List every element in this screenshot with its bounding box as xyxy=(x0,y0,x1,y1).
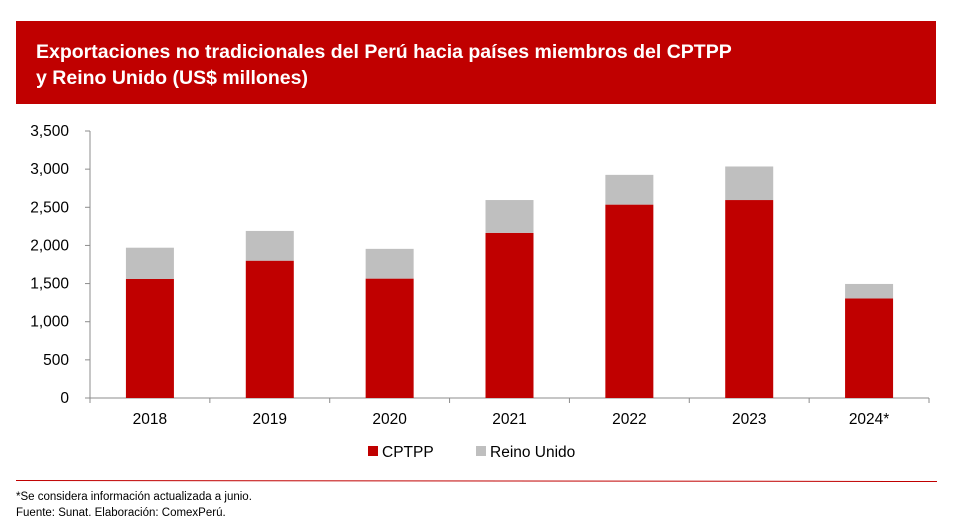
footnote-text: *Se considera información actualizada a … xyxy=(16,491,252,503)
legend-label: CPTPP xyxy=(382,444,434,461)
y-tick-label: 1,000 xyxy=(30,314,69,331)
y-axis: 0 500 1,000 1,500 2,000 2,500 3,000 3,500 xyxy=(30,123,91,407)
bar-reino-unido xyxy=(845,283,894,299)
x-tick-label: 2020 xyxy=(372,411,407,428)
bar-reino-unido xyxy=(245,230,294,261)
bar-reino-unido xyxy=(125,247,174,279)
x-tick-label: 2024* xyxy=(849,411,890,428)
bar-reino-unido xyxy=(605,174,654,205)
chart-title-line-2: y Reino Unido (US$ millones) xyxy=(36,67,308,89)
x-tick-label: 2018 xyxy=(133,411,167,428)
footer-notes: *Se considera información actualizada a … xyxy=(16,489,252,521)
x-axis: 2018 2019 2020 2021 2022 2023 2024* xyxy=(89,397,930,428)
bar-reino-unido xyxy=(725,166,774,201)
y-tick-label: 1,500 xyxy=(30,276,69,293)
chart-title-line-1: Exportaciones no tradicionales del Perú … xyxy=(36,41,732,63)
legend-item-reino-unido: Reino Unido xyxy=(476,444,575,461)
x-tick-label: 2022 xyxy=(612,411,646,428)
title-banner: Exportaciones no tradicionales del Perú … xyxy=(16,21,936,104)
bar-cptpp xyxy=(365,278,414,398)
y-tick-label: 3,500 xyxy=(30,123,69,140)
legend-swatch xyxy=(368,446,378,456)
bar-cptpp xyxy=(125,278,174,398)
y-tick-label: 2,500 xyxy=(30,199,69,216)
legend-swatch xyxy=(476,446,486,456)
bars xyxy=(125,166,894,398)
y-tick-label: 500 xyxy=(43,352,69,369)
legend-label: Reino Unido xyxy=(490,444,575,461)
bar-cptpp xyxy=(605,204,654,398)
bar-reino-unido xyxy=(365,248,414,279)
y-tick-label: 3,000 xyxy=(30,161,69,178)
source-text: Fuente: Sunat. Elaboración: ComexPerú. xyxy=(16,507,226,519)
bar-cptpp xyxy=(725,200,774,398)
x-tick-label: 2019 xyxy=(253,411,287,428)
legend: CPTPP Reino Unido xyxy=(368,444,575,461)
x-tick-label: 2023 xyxy=(732,411,766,428)
y-tick-label: 2,000 xyxy=(30,237,69,254)
bar-cptpp xyxy=(485,232,534,398)
legend-item-cptpp: CPTPP xyxy=(368,444,434,461)
footer-divider xyxy=(16,480,937,482)
x-tick-label: 2021 xyxy=(492,411,526,428)
y-tick-label: 0 xyxy=(60,390,69,407)
bar-cptpp xyxy=(845,298,894,398)
bar-cptpp xyxy=(245,260,294,398)
bar-reino-unido xyxy=(485,200,534,233)
